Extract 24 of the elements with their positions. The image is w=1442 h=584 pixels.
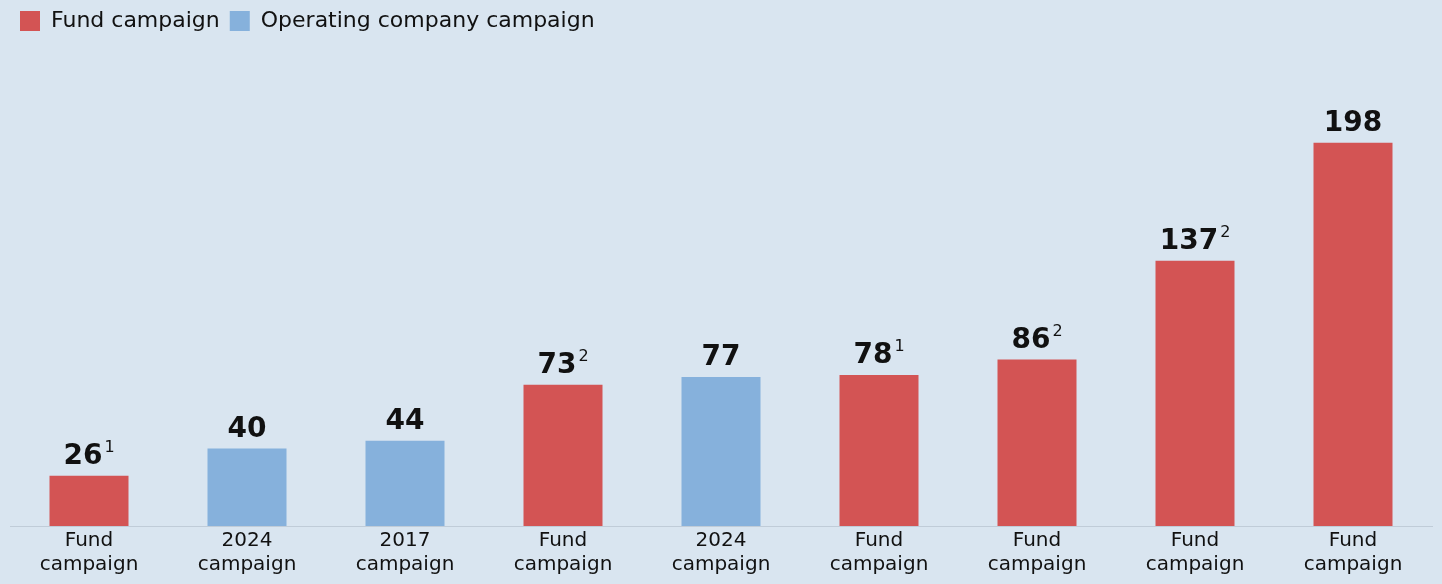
bar — [839, 374, 919, 526]
x-tick-label: 2024 campaign — [671, 527, 771, 576]
data-label: 40 — [227, 410, 267, 444]
bar — [207, 448, 287, 526]
x-tick-label: Fund campaign — [513, 527, 613, 576]
bar — [681, 376, 761, 526]
legend-label: Operating company campaign — [260, 6, 595, 32]
data-label: 198 — [1323, 104, 1383, 138]
x-tick-label: Fund campaign — [39, 527, 139, 576]
x-tick-label: Fund campaign — [1303, 527, 1403, 576]
x-tick-label: 2017 campaign — [355, 527, 455, 576]
x-tick-label: Fund campaign — [1145, 527, 1245, 576]
bar — [997, 359, 1077, 526]
data-label: 44 — [385, 402, 425, 436]
bar — [365, 440, 445, 526]
bar — [1313, 142, 1393, 526]
x-tick-label: 2024 campaign — [197, 527, 297, 576]
x-tick-label: Fund campaign — [829, 527, 929, 576]
x-tick-label: Fund campaign — [987, 527, 1087, 576]
bar — [523, 384, 603, 526]
bar — [49, 475, 129, 526]
bar — [1155, 260, 1235, 526]
data-label: 77 — [701, 338, 741, 372]
legend-label: Fund campaign — [51, 6, 220, 32]
